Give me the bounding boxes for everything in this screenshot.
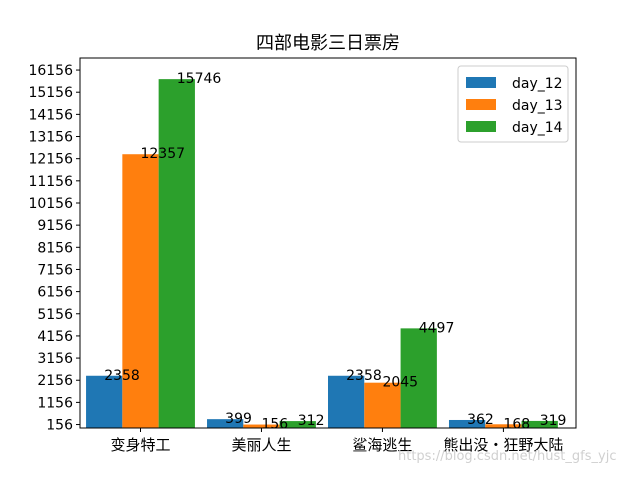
y-axis: 156 1156 2156 3156 4156 5156 6156 7156 8156 9156 1…: [28, 63, 80, 434]
x-tick-label: 美丽人生: [231, 436, 291, 454]
bar-day_13: [122, 154, 159, 428]
x-axis: 变身特工 美丽人生 鲨海逃生 熊出没・狂野大陆: [110, 428, 563, 454]
chart-title: 四部电影三日票房: [256, 33, 400, 54]
y-tick-label: 13156: [28, 130, 73, 146]
value-label: 12357: [140, 146, 185, 162]
y-tick-label: 11156: [28, 174, 73, 190]
legend-label: day_14: [512, 120, 563, 136]
y-tick-label: 4156: [37, 329, 73, 345]
value-label: 319: [540, 413, 567, 429]
value-label: 312: [298, 413, 325, 429]
legend-swatch-day_12: [466, 77, 496, 88]
value-label: 362: [467, 412, 494, 428]
legend-label: day_13: [512, 98, 563, 114]
plot-frame: [79, 57, 577, 429]
bar-day_12: [86, 375, 123, 428]
y-tick-label: 3156: [37, 351, 73, 367]
y-tick-label: 15156: [28, 85, 73, 101]
x-tick-label: 熊出没・狂野大陆: [443, 436, 563, 454]
legend-swatch-day_13: [466, 99, 496, 110]
value-label: 2358: [346, 368, 382, 384]
value-labels-layer: 2358 399 2358 362 12357 156 2045 168 15746 312 449…: [104, 71, 566, 432]
bar-day_14: [400, 328, 437, 428]
value-label: 15746: [177, 71, 222, 87]
y-tick-label: 12156: [28, 152, 73, 168]
value-label: 168: [503, 416, 530, 432]
value-label: 2358: [104, 368, 140, 384]
bar-day_12: [207, 419, 244, 428]
bar-day_14: [279, 421, 316, 428]
value-label: 4497: [419, 320, 455, 336]
legend: day_12 day_13 day_14: [457, 65, 569, 143]
bar-day_14: [521, 420, 558, 428]
y-tick-label: 14156: [28, 107, 73, 123]
y-tick-label: 2156: [37, 373, 73, 389]
watermark: https://blog.csdn.net/hust_gfs_yjc: [398, 449, 617, 464]
value-label: 156: [261, 417, 288, 433]
x-tick-label: 鲨海逃生: [352, 436, 412, 454]
y-tick-label: 6156: [37, 285, 73, 301]
value-label: 2045: [382, 375, 418, 391]
legend-label: day_12: [512, 76, 563, 92]
bar-day_13: [364, 382, 401, 428]
bar-day_12: [328, 375, 365, 428]
x-tick-label: 变身特工: [110, 436, 170, 454]
value-label: 399: [225, 411, 252, 427]
y-tick-label: 5156: [37, 307, 73, 323]
y-tick-label: 10156: [28, 196, 73, 212]
y-tick-label: 16156: [28, 63, 73, 79]
y-tick-label: 8156: [37, 240, 73, 256]
bar-day_13: [243, 424, 280, 428]
bar-day_13: [485, 424, 522, 428]
legend-swatch-day_14: [466, 121, 496, 132]
bar-day_14: [158, 79, 195, 428]
y-tick-label: 1156: [37, 395, 73, 411]
y-tick-label: 9156: [37, 218, 73, 234]
bar-day_12: [448, 419, 486, 428]
y-tick-label: 156: [46, 418, 73, 434]
bars-layer: [86, 79, 558, 428]
y-tick-label: 7156: [37, 262, 73, 278]
